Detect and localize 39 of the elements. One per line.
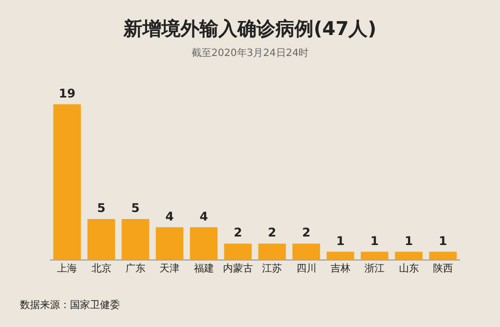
x-tick-label: 江苏	[262, 262, 282, 275]
bar	[87, 219, 116, 260]
data-label: 4	[165, 209, 174, 224]
data-label: 1	[336, 234, 345, 248]
bar	[156, 227, 184, 260]
data-label: 2	[268, 226, 276, 240]
x-tick-label: 陕西	[432, 262, 453, 275]
bar	[258, 244, 286, 260]
bar	[326, 252, 354, 260]
x-tick-label: 内蒙古	[222, 262, 253, 275]
bar	[429, 252, 457, 260]
x-tick-label: 福建	[194, 262, 214, 275]
data-label: 19	[58, 86, 76, 100]
x-tick-label: 上海	[57, 262, 78, 275]
x-tick-label: 广东	[125, 262, 146, 275]
x-tick-label: 吉林	[330, 262, 350, 275]
bar	[122, 219, 150, 260]
x-tick-label: 四川	[296, 262, 316, 275]
data-label: 5	[97, 201, 106, 216]
bar	[53, 104, 81, 260]
data-label: 1	[370, 234, 379, 248]
chart-subtitle: 截至2020年3月24日24时	[190, 46, 310, 60]
bar	[224, 244, 252, 260]
x-tick-label: 天津	[160, 262, 180, 275]
x-tick-label: 山东	[398, 262, 419, 275]
bar	[360, 252, 388, 260]
source-note: 数据来源：国家卫健委	[20, 298, 120, 312]
data-label: 1	[404, 234, 413, 248]
data-label: 1	[438, 234, 448, 248]
x-tick-label: 浙江	[364, 262, 385, 275]
data-label: 2	[234, 226, 242, 240]
chart-title: 新增境外输入确诊病例(47人)	[122, 17, 378, 42]
data-label: 5	[131, 201, 140, 216]
bar	[292, 244, 320, 260]
bar	[394, 252, 423, 260]
data-label: 4	[200, 209, 208, 224]
data-label: 2	[302, 226, 310, 240]
x-tick-label: 北京	[91, 262, 112, 275]
bar	[190, 227, 218, 260]
